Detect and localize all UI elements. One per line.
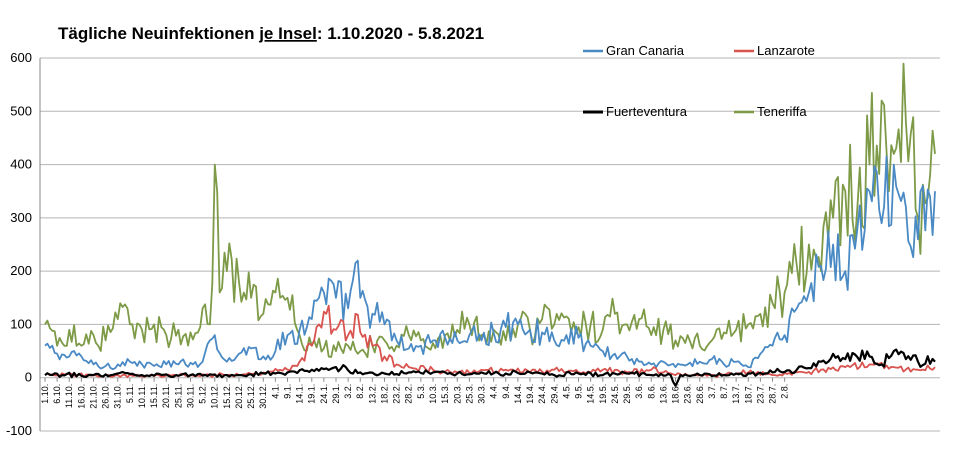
x-tick-label: 3.2. bbox=[343, 384, 353, 399]
x-tick-label: 29.1. bbox=[331, 384, 341, 404]
gridlines bbox=[39, 57, 940, 432]
x-tick-label: 24.1. bbox=[319, 384, 329, 404]
x-tick-label: 24.4. bbox=[537, 384, 547, 404]
x-tick-label: 23.2. bbox=[392, 384, 402, 404]
x-tick-label: 5.11. bbox=[125, 384, 135, 403]
x-tick-label: 18.6. bbox=[671, 384, 681, 404]
x-tick-label: 20.12. bbox=[234, 384, 244, 409]
x-tick-label: 31.10. bbox=[113, 384, 123, 409]
x-tick-label: 8.7. bbox=[719, 384, 729, 399]
x-tick-label: 3.7. bbox=[707, 384, 717, 399]
y-axis: -100 0 100 200 300 400 500 600 bbox=[6, 50, 32, 438]
x-tick-label: 19.5. bbox=[598, 384, 608, 404]
x-tick-label: 4.5. bbox=[561, 384, 571, 399]
chart-title-underlined: je Insel bbox=[258, 24, 317, 43]
series-line-fuerteventura bbox=[44, 348, 936, 387]
x-tick-label: 23.7. bbox=[755, 384, 765, 404]
x-tick-label: 30.12. bbox=[258, 384, 268, 409]
x-tick-label: 20.3. bbox=[452, 384, 462, 404]
x-tick-label: 14.5. bbox=[586, 384, 596, 404]
x-tick-label: 19.1. bbox=[307, 384, 317, 404]
y-tick-label: 300 bbox=[10, 210, 32, 225]
y-tick-label: 400 bbox=[10, 157, 32, 172]
legend: Gran Canaria Lanzarote Fuerteventura Teneri… bbox=[583, 43, 815, 119]
x-tick-label: 4.4. bbox=[489, 384, 499, 399]
x-tick-label: 16.10. bbox=[76, 384, 86, 409]
y-tick-label: 0 bbox=[25, 370, 32, 385]
x-tick-label: 29.5. bbox=[622, 384, 632, 404]
legend-label: Lanzarote bbox=[757, 43, 815, 58]
y-tick-label: 500 bbox=[10, 103, 32, 118]
x-tick-label: 28.2. bbox=[404, 384, 414, 404]
x-tick-label: 18.7. bbox=[743, 384, 753, 404]
y-tick-label: 600 bbox=[10, 50, 32, 65]
x-tick-label: 18.2. bbox=[380, 384, 390, 404]
x-tick-label: 1.10. bbox=[40, 384, 50, 404]
x-tick-label: 25.12. bbox=[246, 384, 256, 409]
x-tick-label: 8.6. bbox=[646, 384, 656, 399]
x-tick-label: 9.4. bbox=[501, 384, 511, 399]
x-tick-label: 5.3. bbox=[416, 384, 426, 399]
x-tick-label: 15.11. bbox=[149, 384, 159, 408]
x-tick-label: 4.1. bbox=[270, 384, 280, 399]
x-tick-label: 28.7. bbox=[768, 384, 778, 404]
x-tick-label: 30.3. bbox=[477, 384, 487, 404]
y-tick-label: 200 bbox=[10, 263, 32, 278]
x-tick-label: 15.3. bbox=[440, 384, 450, 404]
chart-title: Tägliche Neuinfektionen je Insel: 1.10.2… bbox=[58, 24, 484, 43]
x-axis: 1.10. 6.10. 11.10. 16.10. 21.10. 26.10. 31.10.… bbox=[40, 377, 790, 409]
legend-label: Fuerteventura bbox=[606, 104, 688, 119]
y-tick-label: 100 bbox=[10, 316, 32, 331]
chart-title-prefix: Tägliche Neuinfektionen bbox=[58, 24, 259, 43]
x-tick-label: 13.2. bbox=[367, 384, 377, 404]
x-tick-label: 10.12. bbox=[210, 384, 220, 409]
x-tick-label: 23.6. bbox=[683, 384, 693, 404]
x-tick-label: 3.6. bbox=[634, 384, 644, 399]
x-tick-label: 29.4. bbox=[549, 384, 559, 404]
x-tick-label: 11.10. bbox=[64, 384, 74, 408]
x-tick-label: 25.3. bbox=[464, 384, 474, 404]
x-tick-label: 28.6. bbox=[695, 384, 705, 404]
x-tick-label: 30.11. bbox=[186, 384, 196, 408]
x-tick-label: 9.5. bbox=[574, 384, 584, 399]
x-tick-label: 6.10. bbox=[52, 384, 62, 404]
x-tick-label: 24.5. bbox=[610, 384, 620, 404]
x-tick-label: 14.4. bbox=[513, 384, 523, 404]
x-tick-label: 10.3. bbox=[428, 384, 438, 404]
x-tick-label: 15.12. bbox=[222, 384, 232, 409]
legend-label: Gran Canaria bbox=[606, 43, 685, 58]
series-line-gran-canaria bbox=[44, 155, 936, 371]
x-tick-label: 20.11. bbox=[161, 384, 171, 408]
x-tick-label: 10.11. bbox=[137, 384, 147, 408]
x-tick-label: 26.10. bbox=[101, 384, 111, 409]
x-tick-label: 14.1. bbox=[295, 384, 305, 404]
x-tick-label: 25.11. bbox=[173, 384, 183, 408]
x-tick-label: 19.4. bbox=[525, 384, 535, 404]
x-tick-label: 8.2. bbox=[355, 384, 365, 399]
x-tick-label: 9.1. bbox=[283, 384, 293, 399]
series-lines bbox=[44, 62, 936, 387]
x-tick-label: 13.6. bbox=[658, 384, 668, 404]
x-tick-label: 5.12. bbox=[198, 384, 208, 404]
y-tick-label: -100 bbox=[6, 423, 32, 438]
x-tick-label: 21.10. bbox=[89, 384, 99, 409]
x-tick-label: 13.7. bbox=[731, 384, 741, 404]
legend-label: Teneriffa bbox=[757, 104, 807, 119]
x-tick-label: 2.8. bbox=[780, 384, 790, 399]
chart-title-suffix: : 1.10.2020 - 5.8.2021 bbox=[317, 24, 484, 43]
